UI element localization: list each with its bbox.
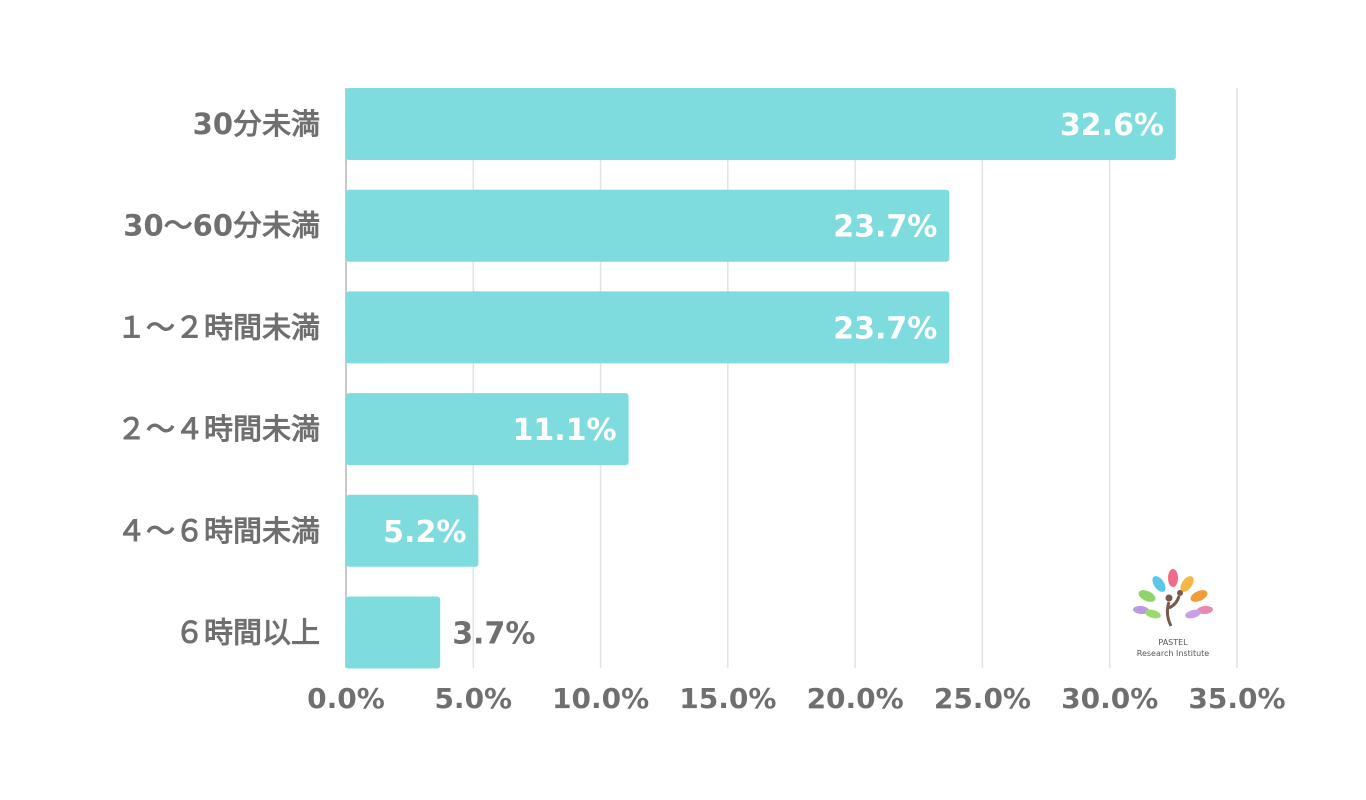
bar <box>346 393 629 466</box>
value-label: 3.7% <box>452 617 535 652</box>
bar <box>346 291 950 364</box>
value-labels: 32.6% 23.7% 23.7% 11.1% 5.2% 3.7% <box>383 108 1164 652</box>
value-label: 23.7% <box>833 210 937 245</box>
x-axis-tick-labels: 0.0% 5.0% 10.0% 15.0% 20.0% 25.0% 30.0% 35.0% <box>307 682 1285 715</box>
x-tick-label: 15.0% <box>679 682 776 715</box>
value-label: 11.1% <box>512 413 616 448</box>
value-label: 32.6% <box>1060 108 1164 143</box>
value-label: 23.7% <box>833 311 937 346</box>
x-tick-label: 10.0% <box>552 682 649 715</box>
x-tick-label: 0.0% <box>307 682 385 715</box>
bar <box>346 596 441 669</box>
bars <box>346 88 1176 669</box>
category-label: １〜２時間未満 <box>117 310 320 344</box>
x-tick-label: 20.0% <box>807 682 904 715</box>
tree-of-leaves-logo-icon <box>1133 569 1213 627</box>
category-label: ４〜６時間未満 <box>117 514 320 548</box>
pastel-logo: PASTEL Research Institute <box>1133 569 1213 658</box>
logo-line-1: PASTEL <box>1158 638 1188 647</box>
category-label: 30〜60分未満 <box>123 209 320 243</box>
x-tick-label: 35.0% <box>1188 682 1285 715</box>
category-label: ２〜４時間未満 <box>117 412 320 446</box>
x-tick-label: 30.0% <box>1061 682 1158 715</box>
category-labels: 30分未満 30〜60分未満 １〜２時間未満 ２〜４時間未満 ４〜６時間未満 ６時間以上 <box>117 107 320 650</box>
grid-lines <box>345 88 1238 668</box>
x-tick-label: 25.0% <box>934 682 1031 715</box>
logo-line-2: Research Institute <box>1137 649 1210 658</box>
bar <box>346 189 950 262</box>
bar <box>346 494 479 567</box>
value-label: 5.2% <box>383 515 466 550</box>
category-label: ６時間以上 <box>175 616 320 650</box>
x-tick-label: 5.0% <box>434 682 512 715</box>
category-label: 30分未満 <box>193 107 320 141</box>
bar <box>346 88 1176 160</box>
